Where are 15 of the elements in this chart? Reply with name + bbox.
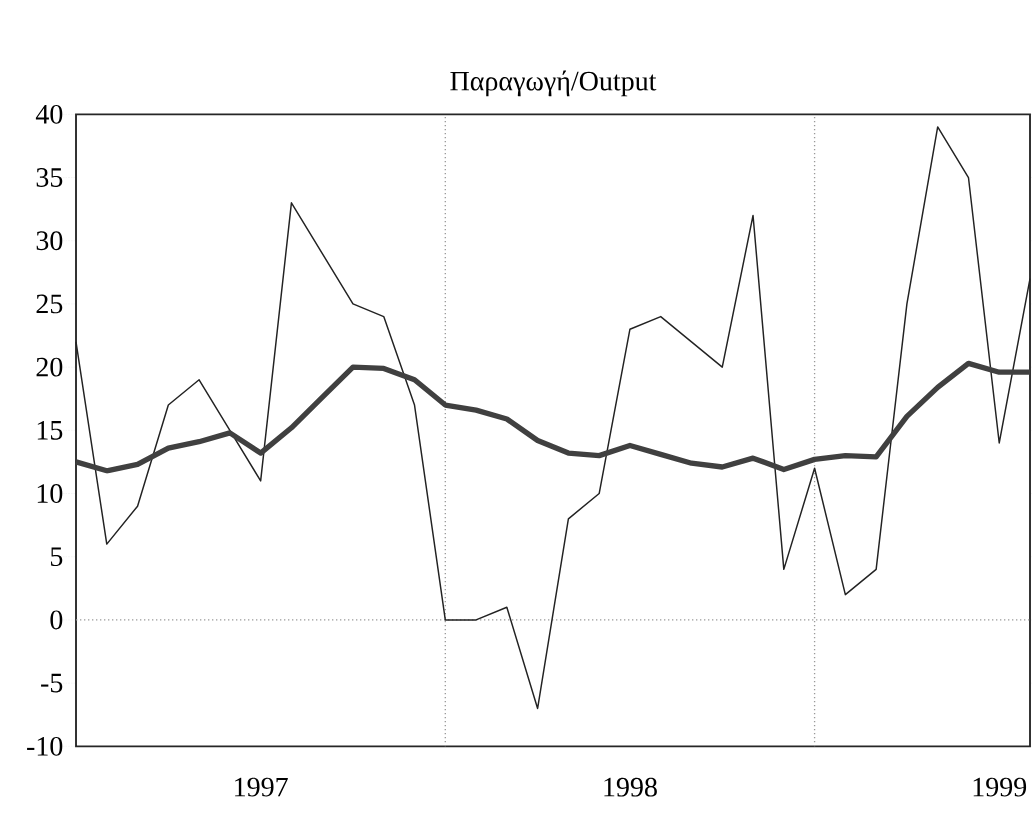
y-tick-label: 35 <box>36 168 63 187</box>
chart-title: Παραγωγή/Output <box>450 70 657 97</box>
y-tick-label: 0 <box>50 610 63 630</box>
y-tick-label: 5 <box>50 547 63 567</box>
y-tick-label: 25 <box>36 294 63 314</box>
x-tick-label: 1999 <box>973 777 1027 797</box>
y-tick-label: -10 <box>27 736 63 756</box>
y-tick-label: 30 <box>36 231 63 251</box>
x-tick-label: 1997 <box>235 777 288 797</box>
x-tick-label: 1998 <box>604 777 657 797</box>
y-tick-label: 15 <box>37 420 63 440</box>
y-tick-label: 10 <box>37 484 63 503</box>
y-tick-label: -5 <box>41 673 63 693</box>
y-tick-label: 20 <box>36 357 63 377</box>
y-tick-label: 40 <box>35 104 63 124</box>
